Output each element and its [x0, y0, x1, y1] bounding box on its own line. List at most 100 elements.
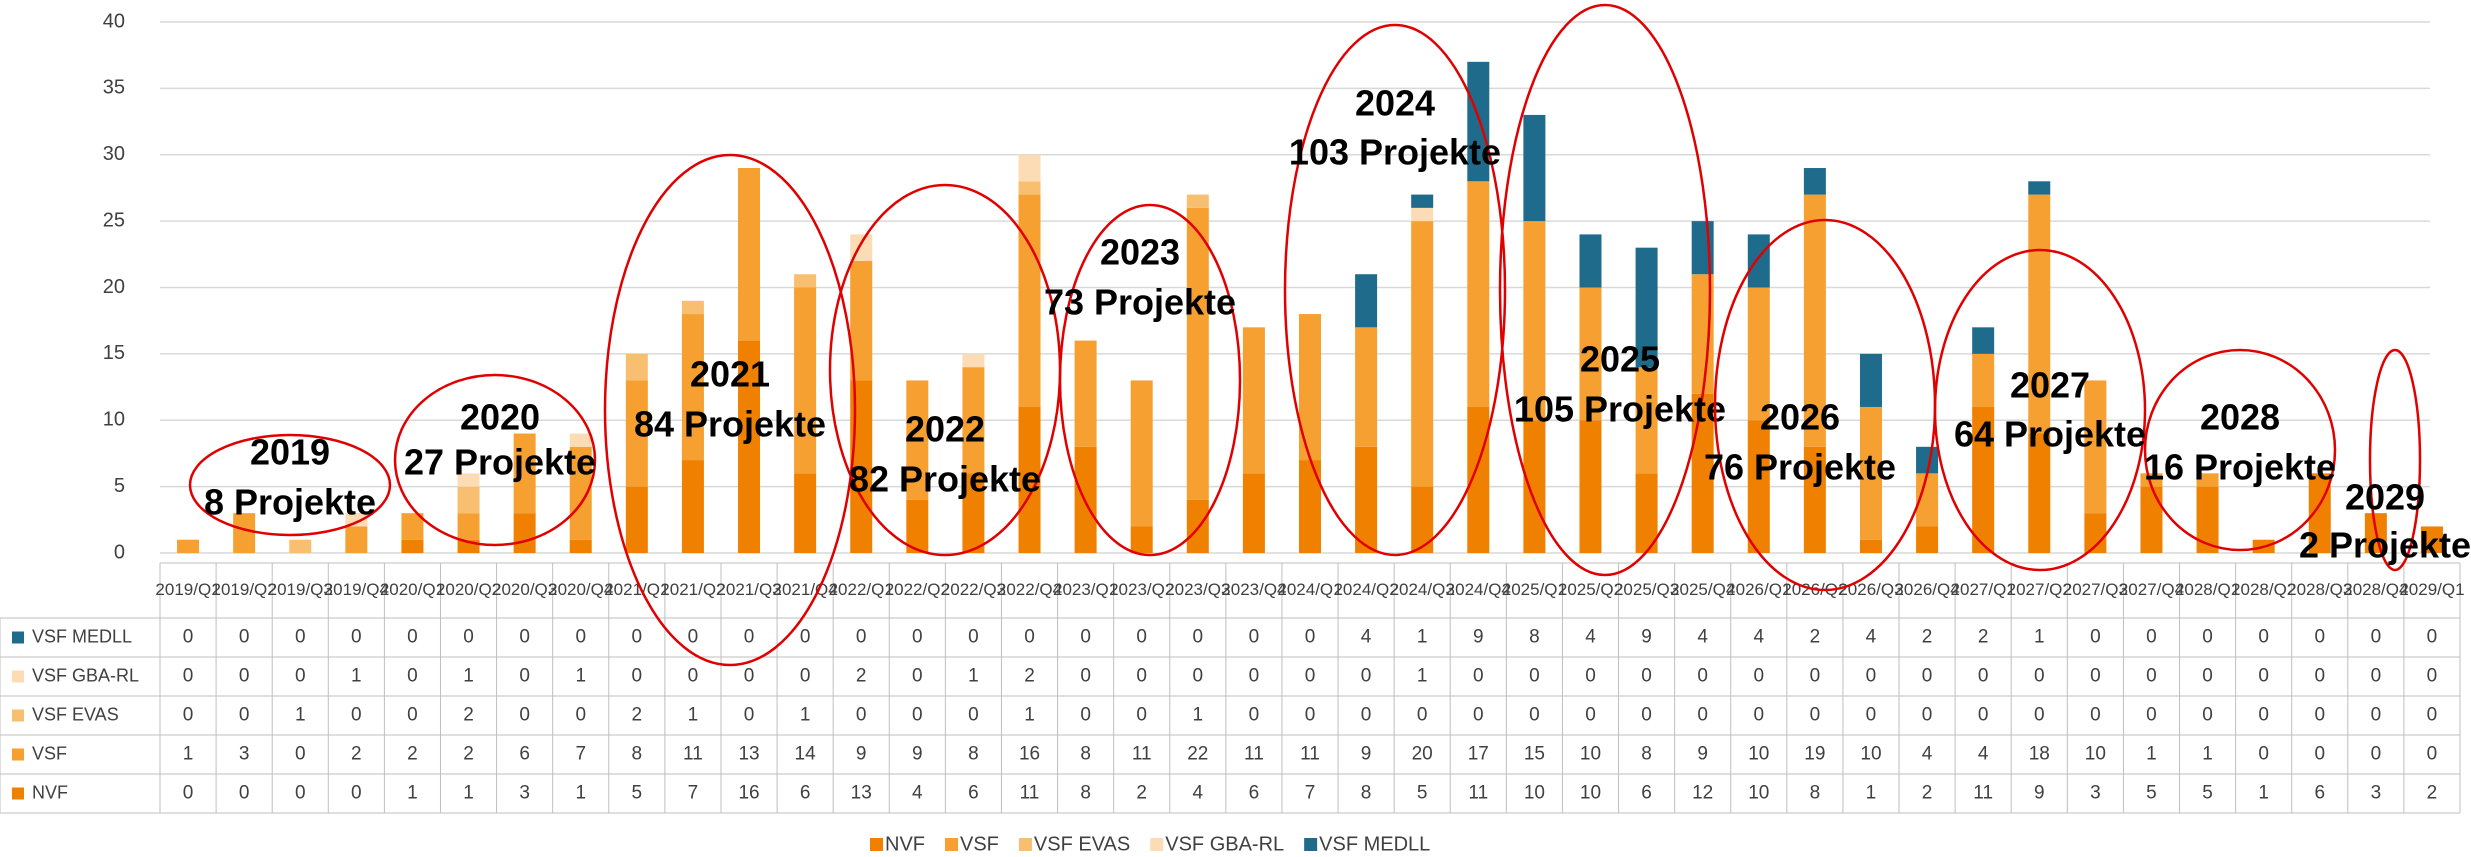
table-cell: 0 — [1249, 627, 1260, 648]
table-cell: 0 — [575, 627, 586, 648]
legend-label: VSF GBA-RL — [1165, 833, 1284, 855]
table-cell: 0 — [1136, 666, 1147, 687]
table-cell: 19 — [1804, 744, 1825, 765]
legend-label: VSF — [960, 833, 999, 855]
bar-segment — [850, 260, 873, 381]
x-tick-label: 2024/Q1 — [1277, 580, 1342, 599]
annotation-text: 82 Projekte — [849, 459, 1041, 500]
bar-segment — [1242, 473, 1265, 553]
table-cell: 0 — [2314, 627, 2325, 648]
table-cell: 0 — [2146, 705, 2157, 726]
table-cell: 4 — [1978, 744, 1989, 765]
annotation-text: 76 Projekte — [1704, 447, 1896, 488]
bar-segment — [2140, 486, 2163, 553]
table-cell: 6 — [2314, 783, 2325, 804]
annotation-ellipse — [1058, 203, 1242, 557]
bar-segment — [794, 274, 817, 288]
x-tick-label: 2022/Q4 — [997, 580, 1062, 599]
x-tick-label: 2023/Q2 — [1109, 580, 1174, 599]
table-cell: 0 — [1866, 666, 1877, 687]
table-cell: 0 — [1193, 666, 1204, 687]
table-cell: 11 — [683, 744, 703, 765]
table-cell: 0 — [2090, 627, 2101, 648]
table-cell: 0 — [800, 666, 811, 687]
table-cell: 2 — [1978, 627, 1989, 648]
table-cell: 8 — [1529, 627, 1540, 648]
table-cell: 0 — [2258, 666, 2269, 687]
table-cell: 0 — [2258, 744, 2269, 765]
bar-segment — [177, 539, 200, 553]
table-cell: 0 — [1249, 705, 1260, 726]
table-cell: 0 — [407, 705, 418, 726]
bar-segment — [2028, 194, 2051, 434]
row-swatch — [12, 709, 24, 722]
table-cell: 0 — [1585, 705, 1596, 726]
bar-segment — [1579, 234, 1602, 288]
legend-swatch — [870, 838, 883, 851]
table-cell: 0 — [239, 666, 250, 687]
table-cell: 9 — [912, 744, 923, 765]
x-tick-label: 2024/Q2 — [1333, 580, 1398, 599]
table-cell: 0 — [295, 627, 306, 648]
row-swatch — [12, 787, 24, 800]
table-cell: 0 — [183, 705, 194, 726]
table-cell: 2 — [856, 666, 867, 687]
table-cell: 0 — [1249, 666, 1260, 687]
bar-segment — [1523, 114, 1546, 222]
table-cell: 1 — [968, 666, 979, 687]
bar-segment — [681, 460, 704, 553]
x-tick-label: 2026/Q1 — [1726, 580, 1791, 599]
bar-segment — [1186, 207, 1209, 500]
x-tick-label: 2025/Q1 — [1502, 580, 1567, 599]
bar-segment — [289, 539, 312, 553]
table-cell: 0 — [1080, 666, 1091, 687]
table-cell: 8 — [1641, 744, 1652, 765]
table-cell: 0 — [1697, 705, 1708, 726]
table-cell: 5 — [2202, 783, 2213, 804]
legend-label: VSF MEDLL — [1319, 833, 1430, 855]
bar-segment — [569, 433, 592, 447]
x-tick-label: 2026/Q4 — [1894, 580, 1959, 599]
table-cell: 0 — [912, 666, 923, 687]
table-cell: 0 — [183, 783, 194, 804]
bar-segment — [1355, 274, 1378, 328]
bar-segment — [457, 473, 480, 487]
table-cell: 0 — [1585, 666, 1596, 687]
bar-segment — [1523, 420, 1546, 553]
table-cell: 1 — [688, 705, 699, 726]
bar-segment — [1186, 194, 1209, 208]
table-cell: 1 — [1866, 783, 1877, 804]
bar-segment — [513, 513, 536, 553]
annotation-text: 84 Projekte — [634, 404, 826, 445]
table-cell: 10 — [1580, 783, 1601, 804]
table-cell: 7 — [688, 783, 699, 804]
table-cell: 9 — [1473, 627, 1484, 648]
bar-segment — [1411, 194, 1434, 208]
bar-segment — [681, 314, 704, 461]
bar-segment — [1411, 207, 1434, 222]
bar-segment — [1299, 314, 1321, 461]
y-tick-label: 20 — [103, 276, 125, 298]
bar-segment — [2028, 181, 2051, 195]
x-tick-label: 2024/Q4 — [1446, 580, 1511, 599]
x-tick-label: 2022/Q3 — [941, 580, 1006, 599]
x-tick-label: 2024/Q3 — [1390, 580, 1455, 599]
table-cell: 6 — [968, 783, 979, 804]
table-cell: 0 — [744, 666, 755, 687]
table-cell: 0 — [1361, 705, 1372, 726]
table-cell: 0 — [2202, 627, 2213, 648]
table-cell: 2 — [351, 744, 362, 765]
table-cell: 0 — [968, 627, 979, 648]
table-cell: 9 — [1641, 627, 1652, 648]
table-cell: 4 — [1361, 627, 1372, 648]
table-cell: 0 — [1080, 627, 1091, 648]
table-cell: 0 — [1641, 705, 1652, 726]
annotation-text: 103 Projekte — [1289, 132, 1501, 173]
table-cell: 11 — [1973, 783, 1993, 804]
table-cell: 0 — [2427, 666, 2438, 687]
table-cell: 0 — [519, 705, 530, 726]
annotation-title: 2028 — [2200, 397, 2280, 438]
bar-segment — [1635, 367, 1658, 474]
table-cell: 0 — [351, 783, 362, 804]
